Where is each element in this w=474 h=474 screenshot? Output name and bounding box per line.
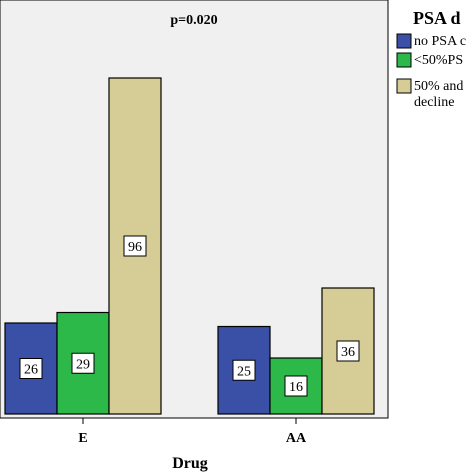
legend-label: no PSA c — [414, 34, 466, 49]
legend-entry-3: 50% and — [396, 78, 463, 94]
legend-label: 50% and — [414, 79, 463, 94]
x-tick-label: E — [78, 431, 87, 446]
data-label-aa-1: 25 — [232, 359, 256, 381]
data-label-aa-3: 36 — [336, 340, 360, 362]
legend-entry-1: no PSA c — [396, 33, 466, 49]
legend-title: PSA d — [413, 8, 461, 28]
data-label-box — [336, 340, 360, 362]
data-label-text: 16 — [289, 380, 303, 395]
data-label-box — [71, 352, 95, 374]
data-label-e-3: 96 — [123, 235, 147, 257]
legend-swatch — [396, 33, 412, 49]
data-label-text: 29 — [76, 357, 90, 372]
data-label-text: 96 — [128, 240, 142, 255]
data-label-box — [284, 375, 308, 397]
data-labels-group: 26 29 96 25 16 36 — [19, 235, 360, 397]
data-label-box — [232, 359, 256, 381]
legend-entry-4: decline — [414, 95, 454, 110]
legend-swatch — [396, 52, 412, 68]
legend-label: decline — [414, 95, 454, 110]
data-label-text: 36 — [341, 345, 355, 360]
legend-label: <50%PS — [414, 53, 463, 68]
data-label-box — [123, 235, 147, 257]
legend-entry-2: <50%PS — [396, 52, 463, 68]
data-label-aa-2: 16 — [284, 375, 308, 397]
x-axis: E AA — [78, 418, 307, 446]
data-label-e-1: 26 — [19, 358, 43, 379]
data-label-text: 25 — [237, 364, 251, 379]
legend-swatch — [396, 78, 412, 94]
p-value-annotation: p=0.020 — [170, 13, 217, 28]
x-axis-title: Drug — [172, 455, 208, 472]
data-label-text: 26 — [24, 363, 38, 378]
data-label-box — [19, 358, 43, 379]
x-tick-label: AA — [286, 431, 307, 446]
data-label-e-2: 29 — [71, 352, 95, 374]
